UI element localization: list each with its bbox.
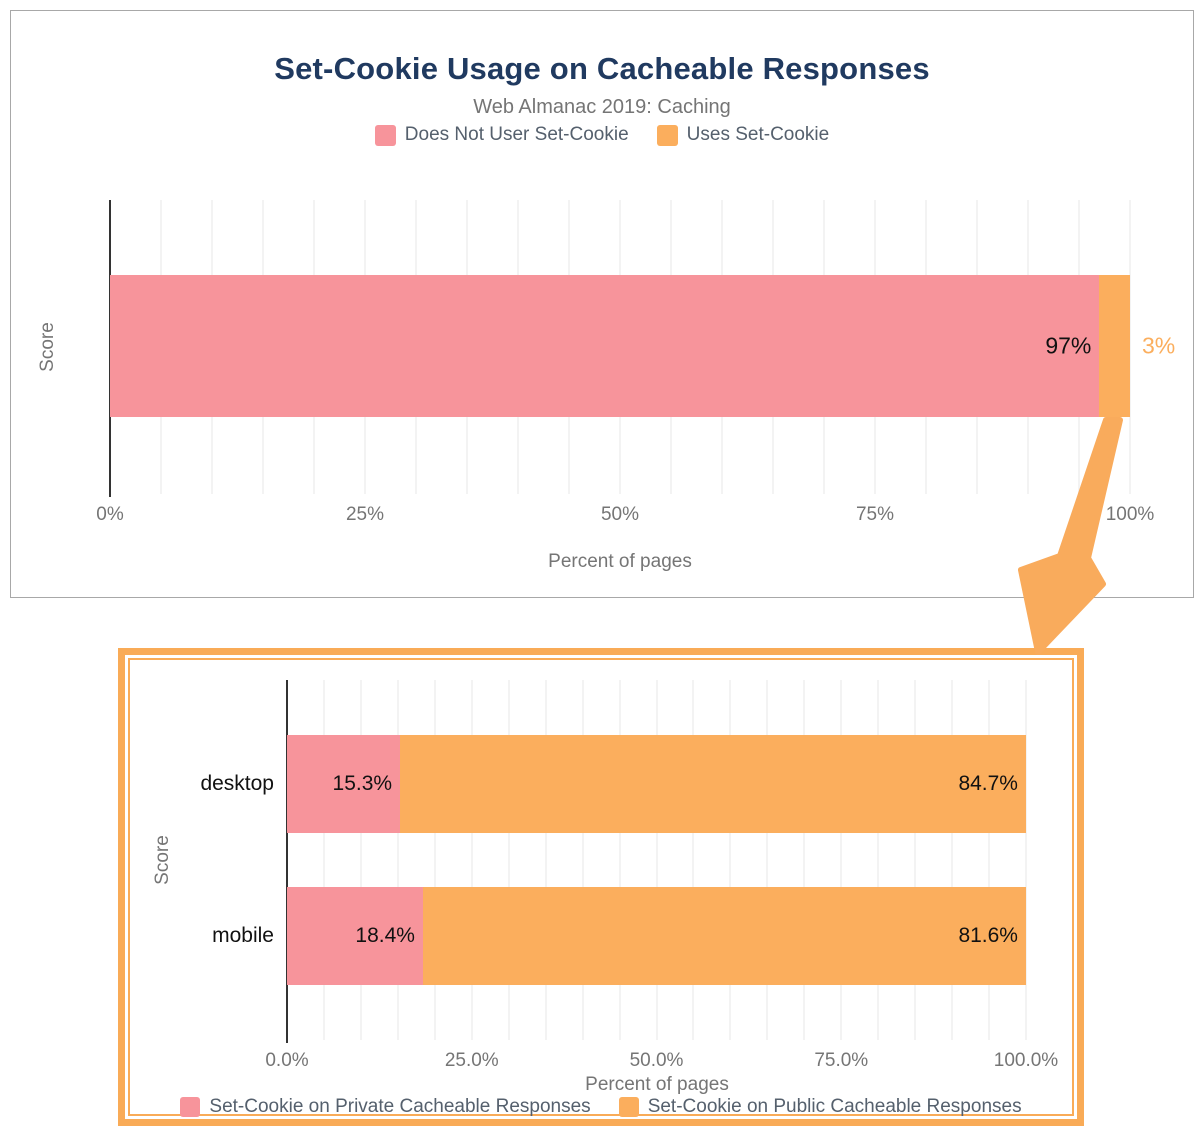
gridline — [544, 680, 547, 1040]
x-tick-label: 0.0% — [265, 1050, 309, 1071]
plot-area-top: 97% 3% 0% 25% 50% 75% 100% — [96, 200, 1175, 525]
legend-item: Set-Cookie on Public Cacheable Responses — [618, 1096, 1022, 1118]
gridline — [396, 680, 399, 1040]
legend-swatch — [618, 1097, 639, 1117]
legend-label: Set-Cookie on Public Cacheable Responses — [647, 1096, 1022, 1117]
bar-segment: 81.6% — [422, 887, 1026, 985]
bar-segment: 15.3% — [287, 735, 401, 833]
bar-value-label: 18.4% — [355, 924, 415, 947]
bar-row: 97% 3% — [110, 275, 1175, 417]
gridline — [470, 680, 473, 1040]
y-axis-label-bottom: Score — [152, 835, 173, 885]
bar-segment: 18.4% — [287, 887, 423, 985]
legend-swatch — [180, 1097, 201, 1117]
chart-title: Set-Cookie Usage on Cacheable Responses — [274, 51, 930, 86]
gridline — [618, 680, 621, 1040]
category-label: desktop — [200, 772, 274, 795]
x-tick-label: 25% — [345, 504, 385, 525]
bar-value-label: 97% — [1045, 332, 1092, 359]
legend-bottom: Set-Cookie on Private Cacheable Response… — [118, 1096, 1084, 1118]
x-axis-label-bottom: Percent of pages — [585, 1074, 729, 1095]
legend-swatch — [656, 124, 678, 146]
x-tick-label: 50% — [600, 504, 640, 525]
gridline — [581, 680, 584, 1040]
bar-value-label: 81.6% — [958, 924, 1018, 947]
x-tick-label: 75.0% — [814, 1050, 869, 1071]
category-label: mobile — [212, 924, 274, 947]
bar-value-label: 15.3% — [332, 772, 393, 795]
gridline — [433, 680, 436, 1040]
gridline — [766, 680, 769, 1040]
bar-row: 15.3% 84.7% — [287, 735, 1026, 833]
gridline — [692, 680, 695, 1040]
gridline — [655, 680, 658, 1040]
legend-swatch — [374, 124, 396, 146]
legend-label: Uses Set-Cookie — [686, 124, 830, 145]
annotation-arrow-icon — [1000, 408, 1150, 668]
bar-segment — [1099, 275, 1130, 417]
gridline — [988, 680, 991, 1040]
bar-value-label: 3% — [1142, 332, 1176, 359]
bar-segment: 97% — [110, 275, 1100, 417]
x-tick-label: 100.0% — [993, 1050, 1059, 1071]
gridline — [951, 680, 954, 1040]
x-tick-label: 0% — [96, 504, 124, 525]
legend-top: Does Not User Set-Cookie Uses Set-Cookie — [10, 124, 1194, 146]
gridline — [507, 680, 510, 1040]
bar-value-label: 84.7% — [958, 772, 1018, 795]
gridline — [840, 680, 843, 1040]
x-tick-label: 100% — [1105, 504, 1155, 525]
x-axis-label-top: Percent of pages — [548, 551, 692, 572]
gridline — [914, 680, 917, 1040]
bar-row: 18.4% 81.6% — [287, 887, 1026, 985]
y-axis-label-top: Score — [37, 322, 58, 372]
gridline — [359, 680, 362, 1040]
chart-subtitle: Web Almanac 2019: Caching — [473, 96, 731, 118]
plot-area-bottom: desktop 15.3% 84.7% mobile 18.4% 81.6% 0.0% 25.… — [200, 680, 1058, 1071]
gridline — [729, 680, 732, 1040]
gridline — [803, 680, 806, 1040]
legend-item: Does Not User Set-Cookie — [374, 124, 629, 146]
gridline — [1025, 680, 1027, 1040]
legend-label: Set-Cookie on Private Cacheable Response… — [209, 1096, 591, 1117]
legend-item: Set-Cookie on Private Cacheable Response… — [180, 1096, 591, 1118]
legend-item: Uses Set-Cookie — [656, 124, 830, 146]
gridline — [322, 680, 325, 1040]
y-axis-line — [286, 680, 288, 1043]
bar-segment: 84.7% — [400, 735, 1026, 833]
gridline — [877, 680, 880, 1040]
gridline — [1129, 200, 1131, 494]
x-tick-label: 75% — [855, 504, 895, 525]
x-tick-label: 50.0% — [629, 1050, 684, 1071]
legend-label: Does Not User Set-Cookie — [404, 124, 629, 145]
x-tick-label: 25.0% — [444, 1050, 499, 1071]
